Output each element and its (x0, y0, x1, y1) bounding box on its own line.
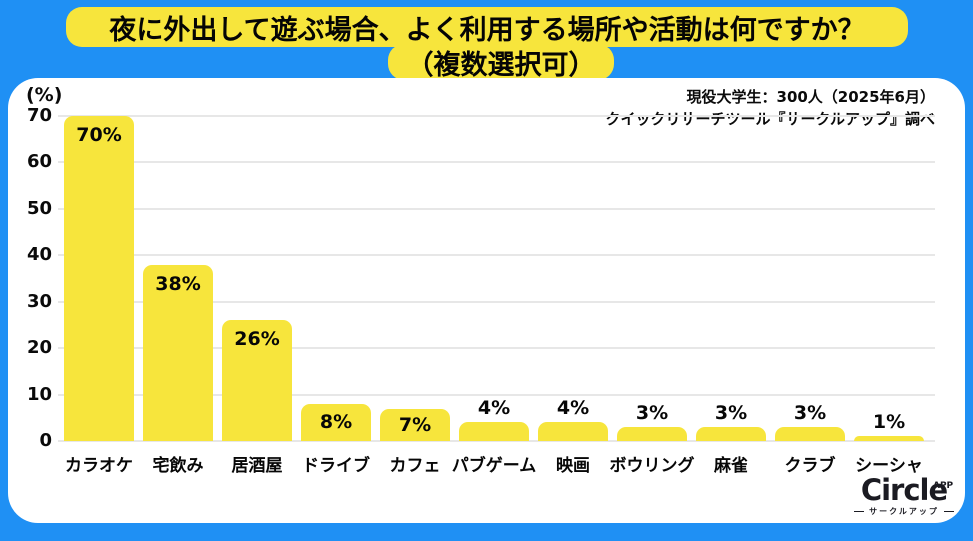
bar-value-label: 3% (635, 402, 669, 425)
y-tick-label: 40 (26, 244, 52, 266)
y-gridline (58, 347, 935, 350)
circle-app-logo: Circle APP サークルアップ (845, 475, 963, 517)
category-label: カラオケ (65, 456, 133, 476)
logo-subtitle: サークルアップ (845, 506, 963, 517)
y-tick-label: 50 (26, 197, 52, 219)
chart-title-line2: （複数選択可） (388, 44, 614, 81)
y-tick-label: 10 (26, 383, 52, 405)
y-tick-label: 60 (26, 151, 52, 173)
bar-value-label: 26% (234, 328, 280, 351)
y-axis-unit-label: (%) (26, 84, 63, 106)
y-gridline (58, 161, 935, 164)
survey-note: 現役大学生：300人（2025年6月） クイックリサーチツール『サークルアップ』… (605, 86, 935, 130)
survey-note-line1: 現役大学生：300人（2025年6月） (686, 88, 936, 106)
y-gridline (58, 254, 935, 257)
bar-value-label: 8% (319, 411, 353, 434)
y-gridline (58, 393, 935, 396)
category-label: 居酒屋 (231, 456, 283, 476)
bar-value-label: 3% (714, 402, 748, 425)
survey-note-line2: クイックリサーチツール『サークルアップ』調べ (605, 110, 935, 128)
bar-7 (617, 427, 687, 441)
bar-2 (222, 320, 292, 441)
bar-chart: 0 10 20 30 40 50 60 70 70% カラオケ 38% 宅飲み 26% 居酒屋 8% ドライブ… (27, 105, 935, 476)
bar-3 (301, 403, 371, 441)
bar-6 (538, 422, 608, 441)
chart-title-line1: 夜に外出して遊ぶ場合、よく利用する場所や活動は何ですか？ (66, 7, 908, 47)
y-tick-label: 70 (26, 105, 52, 126)
logo-brand-text: Circle APP (860, 473, 954, 507)
category-label: パブゲーム (451, 456, 537, 476)
bar-4 (380, 408, 450, 441)
logo-app-badge: APP (932, 481, 954, 491)
category-label: 宅飲み (152, 456, 204, 476)
category-label: 映画 (556, 456, 590, 476)
y-gridline (58, 115, 935, 117)
category-label: 麻雀 (714, 456, 748, 476)
bar-9 (775, 427, 845, 441)
bar-1 (143, 264, 213, 441)
y-gridline (58, 207, 935, 210)
bar-value-label: 38% (155, 272, 201, 295)
bar-8 (696, 427, 766, 441)
bar-10 (854, 436, 924, 441)
y-tick-label: 20 (26, 337, 52, 359)
bar-value-label: 4% (477, 397, 511, 420)
y-tick-label: 0 (39, 430, 52, 451)
bar-0 (64, 116, 134, 441)
category-label: シーシャ (855, 456, 923, 476)
y-tick-label: 30 (26, 290, 52, 312)
category-label: ドライブ (302, 456, 370, 476)
bar-5 (459, 422, 529, 441)
bar-value-label: 70% (76, 124, 122, 146)
category-label: ボウリング (609, 456, 695, 476)
category-label: クラブ (784, 456, 836, 476)
y-gridline (58, 440, 935, 442)
bar-value-label: 3% (793, 402, 827, 425)
y-gridline (58, 300, 935, 303)
bar-value-label: 7% (398, 413, 432, 436)
category-label: カフェ (389, 456, 441, 476)
bar-value-label: 1% (872, 411, 906, 434)
bar-value-label: 4% (556, 397, 590, 420)
